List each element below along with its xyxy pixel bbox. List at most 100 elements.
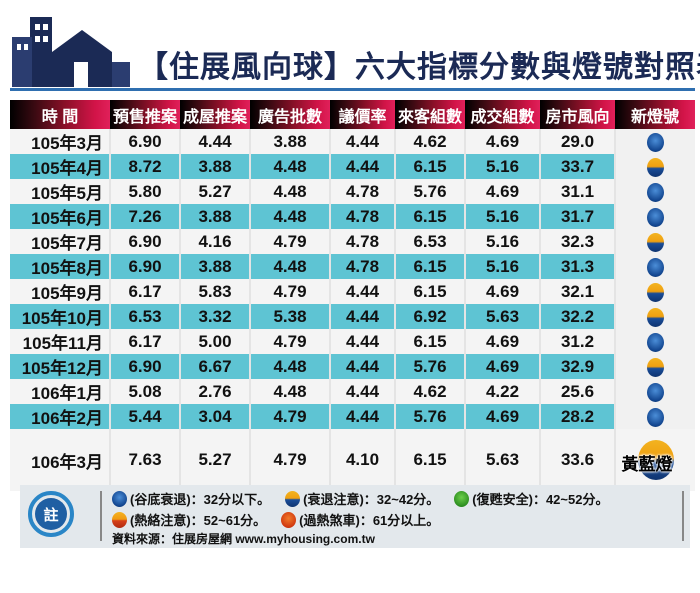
column-header: 時 間 [10,100,110,129]
column-header: 預售推案 [110,100,180,129]
value-cell: 6.15 [394,254,465,279]
time-cell: 105年11月 [10,329,110,354]
value-cell: 4.69 [464,179,540,204]
value-cell: 29.0 [539,129,615,154]
light-cell: 黃藍燈 [614,429,695,491]
light-wrap: 黃藍燈 [622,440,676,480]
value-cell: 4.44 [329,154,395,179]
value-cell: 6.53 [394,229,465,254]
value-cell: 4.69 [464,404,540,429]
time-cell: 106年2月 [10,404,110,429]
value-cell: 2.76 [179,379,250,404]
column-header: 新燈號 [615,100,695,129]
legend-text: (復甦安全)：42~52分。 [472,492,609,507]
value-cell: 5.16 [464,204,540,229]
value-cell: 4.62 [394,379,465,404]
value-cell: 3.88 [179,154,250,179]
legend-text: (衰退注意)：32~42分。 [303,492,440,507]
value-cell: 33.6 [539,429,615,491]
value-cell: 4.79 [249,429,330,491]
legend-text: (過熱煞車)：61分以上。 [299,513,440,528]
column-header: 議價率 [330,100,395,129]
blue-light-icon [647,182,664,202]
light-cell [614,329,695,354]
value-cell: 5.27 [179,429,250,491]
light-cell [614,154,695,179]
page-title: 【住展風向球】六大指標分數與燈號對照表 [138,51,700,84]
table-row: 105年4月 8.72 3.88 4.48 4.44 6.15 5.16 33.7 [10,154,695,179]
yellow-blue-light-icon [647,282,664,302]
table-row: 105年11月 6.17 5.00 4.79 4.44 6.15 4.69 31.2 [10,329,695,354]
value-cell: 7.63 [109,429,180,491]
table-row: 105年7月 6.90 4.16 4.79 4.78 6.53 5.16 32.3 [10,229,695,254]
table-row: 105年9月 6.17 5.83 4.79 4.44 6.15 4.69 32.1 [10,279,695,304]
value-cell: 4.44 [329,129,395,154]
time-cell: 106年3月 [10,429,110,491]
yellow-blue-light-icon [647,357,664,377]
value-cell: 6.15 [394,154,465,179]
time-cell: 105年10月 [10,304,110,329]
value-cell: 3.88 [179,254,250,279]
time-cell: 105年7月 [10,229,110,254]
value-cell: 28.2 [539,404,615,429]
legend-item: (熱絡注意)：52~61分。 [112,510,266,529]
value-cell: 5.08 [109,379,180,404]
value-cell: 4.69 [464,279,540,304]
red-light-icon [281,511,297,528]
blue-light-icon [647,332,664,352]
value-cell: 4.44 [329,279,395,304]
value-cell: 4.48 [249,204,330,229]
value-cell: 4.69 [464,129,540,154]
value-cell: 4.44 [329,329,395,354]
value-cell: 4.78 [329,229,395,254]
value-cell: 5.63 [464,429,540,491]
value-cell: 4.22 [464,379,540,404]
table-row: 105年8月 6.90 3.88 4.48 4.78 6.15 5.16 31.3 [10,254,695,279]
blue-light-icon [647,382,664,402]
column-header: 廣告批數 [250,100,330,129]
value-cell: 4.48 [249,254,330,279]
column-header: 房市風向 [540,100,615,129]
title-divider [10,88,695,91]
value-cell: 4.69 [464,354,540,379]
value-cell: 7.26 [109,204,180,229]
value-cell: 31.2 [539,329,615,354]
value-cell: 4.48 [249,379,330,404]
light-cell [614,379,695,404]
time-cell: 105年4月 [10,154,110,179]
value-cell: 6.53 [109,304,180,329]
time-cell: 105年8月 [10,254,110,279]
legend-item: (谷底衰退)：32分以下。 [112,489,270,508]
column-header: 來客組數 [395,100,465,129]
legend-panel: 註 (谷底衰退)：32分以下。 (衰退注意)：32~42分。 (復甦安全)：42~5… [20,485,690,548]
table-header: 時 間預售推案 成屋推案 廣告批數 議價率 來客組數 成交組數 房市風向 新燈號 [10,100,695,129]
table-row: 105年10月 6.53 3.32 5.38 4.44 6.92 5.63 32.2 [10,304,695,329]
value-cell: 5.80 [109,179,180,204]
value-cell: 4.44 [329,354,395,379]
value-cell: 6.15 [394,279,465,304]
value-cell: 4.62 [394,129,465,154]
value-cell: 3.32 [179,304,250,329]
light-cell [614,129,695,154]
value-cell: 3.88 [179,204,250,229]
legend-text: (谷底衰退)：32分以下。 [130,492,271,507]
legend-text: (熱絡注意)：52~61分。 [130,513,267,528]
value-cell: 4.79 [249,329,330,354]
note-badge: 註 [28,491,74,537]
time-cell: 105年5月 [10,179,110,204]
value-cell: 4.78 [329,254,395,279]
time-cell: 105年9月 [10,279,110,304]
value-cell: 6.15 [394,329,465,354]
column-header: 成屋推案 [180,100,250,129]
column-header: 成交組數 [465,100,540,129]
table-row: 106年1月 5.08 2.76 4.48 4.44 4.62 4.22 25.6 [10,379,695,404]
value-cell: 6.17 [109,329,180,354]
value-cell: 25.6 [539,379,615,404]
value-cell: 6.90 [109,354,180,379]
value-cell: 3.88 [249,129,330,154]
blue-light-icon [647,207,664,227]
value-cell: 4.48 [249,354,330,379]
value-cell: 5.16 [464,254,540,279]
value-cell: 31.7 [539,204,615,229]
value-cell: 8.72 [109,154,180,179]
